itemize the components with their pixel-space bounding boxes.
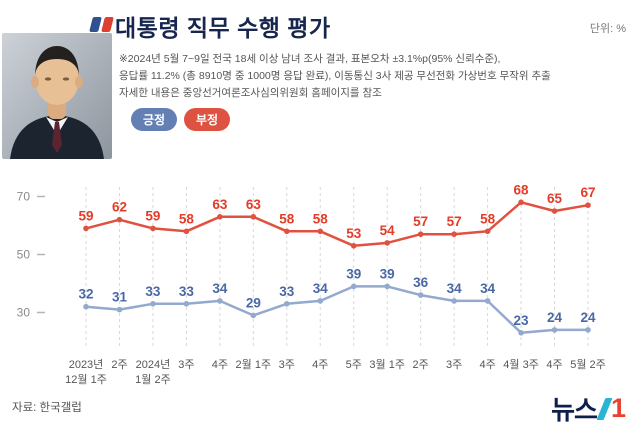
svg-text:24: 24 — [547, 310, 563, 325]
svg-text:68: 68 — [514, 182, 530, 197]
news1-logo-text: 뉴스 — [551, 395, 598, 425]
survey-note-line: 응답률 11.2% (총 8910명 중 1000명 응답 완료), 이동통신 … — [119, 69, 551, 82]
svg-text:2주: 2주 — [413, 359, 429, 371]
svg-text:23: 23 — [514, 313, 530, 328]
svg-text:4주: 4주 — [312, 359, 328, 371]
legend-negative-badge: 부정 — [184, 108, 230, 131]
svg-text:31: 31 — [112, 290, 128, 305]
svg-text:34: 34 — [212, 281, 228, 296]
svg-text:4월 3주: 4월 3주 — [503, 358, 539, 371]
svg-text:4주: 4주 — [546, 359, 562, 371]
svg-text:58: 58 — [480, 211, 496, 226]
svg-text:53: 53 — [346, 226, 362, 241]
svg-text:4주: 4주 — [212, 359, 228, 371]
svg-text:2월 1주: 2월 1주 — [236, 358, 272, 371]
svg-text:3주: 3주 — [279, 359, 295, 371]
svg-text:50: 50 — [17, 248, 31, 262]
svg-text:59: 59 — [145, 208, 160, 223]
svg-text:32: 32 — [78, 287, 93, 302]
svg-text:57: 57 — [413, 214, 428, 229]
news1-logo: 뉴스 1 — [551, 390, 626, 427]
svg-text:3주: 3주 — [178, 359, 194, 371]
page-title: 대통령 직무 수행 평가 — [115, 15, 331, 41]
svg-text:63: 63 — [246, 197, 262, 212]
svg-text:54: 54 — [380, 223, 396, 238]
svg-text:58: 58 — [179, 211, 195, 226]
svg-text:34: 34 — [480, 281, 496, 296]
svg-text:59: 59 — [78, 208, 93, 223]
svg-text:62: 62 — [112, 200, 127, 215]
survey-notes: ※2024년 5월 7~9일 전국 18세 이상 남녀 조사 결과, 표본오차 … — [119, 51, 631, 101]
source-label: 자료: 한국갤럽 — [12, 402, 82, 414]
svg-text:2023년: 2023년 — [69, 358, 104, 371]
svg-text:2주: 2주 — [111, 359, 127, 371]
svg-text:39: 39 — [380, 266, 395, 281]
svg-text:3주: 3주 — [446, 359, 462, 371]
portrait-illustration — [2, 33, 112, 159]
svg-text:65: 65 — [547, 191, 563, 206]
quote-red-shape — [101, 17, 114, 32]
legend-positive-badge: 긍정 — [131, 108, 177, 131]
svg-text:33: 33 — [179, 284, 195, 299]
approval-line-chart: 30 50 70 32 31 33 33 34 29 33 34 39 39 36 34 34 23 24 24 59… — [17, 182, 606, 386]
svg-text:1월 2주: 1월 2주 — [135, 373, 171, 386]
quote-blue-shape — [89, 17, 102, 32]
svg-text:57: 57 — [447, 214, 462, 229]
svg-text:58: 58 — [279, 211, 295, 226]
svg-text:29: 29 — [246, 295, 261, 310]
svg-text:12월 1주: 12월 1주 — [65, 373, 107, 386]
unit-label: 단위: % — [589, 23, 626, 35]
survey-note-line: ※2024년 5월 7~9일 전국 18세 이상 남녀 조사 결과, 표본오차 … — [119, 53, 501, 65]
svg-text:5월 2주: 5월 2주 — [570, 358, 606, 371]
svg-text:5주: 5주 — [346, 359, 362, 371]
legend: 긍정 부정 — [131, 108, 230, 131]
svg-text:3월 1주: 3월 1주 — [369, 358, 405, 371]
survey-note-line: 자세한 내용은 중앙선거여론조사심의위원회 홈페이지를 참조 — [119, 86, 382, 99]
svg-text:58: 58 — [313, 211, 329, 226]
svg-text:39: 39 — [346, 266, 361, 281]
svg-text:33: 33 — [145, 284, 161, 299]
svg-text:33: 33 — [279, 284, 295, 299]
svg-text:24: 24 — [580, 310, 596, 325]
svg-text:4주: 4주 — [479, 359, 495, 371]
svg-text:36: 36 — [413, 275, 429, 290]
svg-text:63: 63 — [212, 197, 228, 212]
svg-text:67: 67 — [580, 185, 595, 200]
svg-text:34: 34 — [447, 281, 463, 296]
svg-text:30: 30 — [17, 306, 31, 320]
quote-mark-icon — [89, 17, 114, 32]
svg-text:70: 70 — [17, 190, 31, 204]
president-portrait-photo — [2, 33, 112, 159]
news1-logo-number: 1 — [610, 393, 626, 423]
svg-text:2024년: 2024년 — [136, 358, 171, 371]
svg-text:34: 34 — [313, 281, 329, 296]
